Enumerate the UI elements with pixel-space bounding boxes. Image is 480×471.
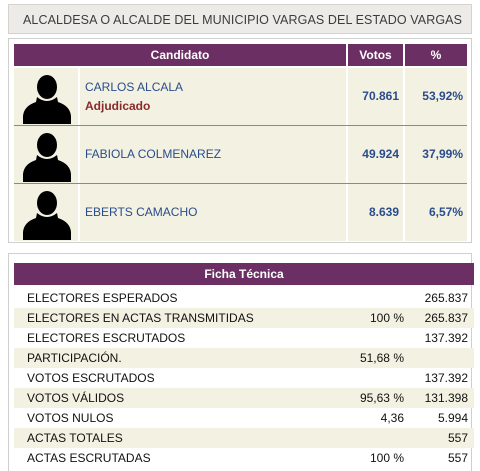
candidate-percent: 6,57%	[428, 205, 463, 219]
ficha-row: ACTAS TOTALES 557	[14, 428, 474, 448]
candidate-name-cell: CARLOS ALCALA Adjudicado	[80, 68, 346, 125]
person-silhouette-icon	[23, 75, 71, 124]
candidate-percent: 37,99%	[422, 147, 463, 161]
ficha-value: 265.837	[424, 291, 468, 305]
ficha-row: PARTICIPACIÓN. 51,68 %	[14, 348, 474, 368]
page-title: ALCALDESA O ALCALDE DEL MUNICIPIO VARGAS…	[23, 13, 463, 27]
ficha-label: ELECTORES EN ACTAS TRANSMITIDAS	[27, 311, 254, 325]
ficha-label: ELECTORES ESPERADOS	[27, 291, 178, 305]
candidate-votes: 49.924	[362, 147, 399, 161]
candidate-name: FABIOLA COLMENAREZ	[85, 147, 222, 161]
ficha-percent: 100 %	[369, 311, 404, 325]
candidate-photo-cell	[14, 184, 78, 241]
ficha-label: ACTAS ESCRUTADAS	[27, 451, 151, 465]
candidate-votes-cell: 70.861	[348, 68, 403, 125]
results-header-row: Candidato Votos %	[14, 44, 467, 66]
ficha-row: VOTOS VÁLIDOS 95,63 % 131.398	[14, 388, 474, 408]
ficha-label: VOTOS VÁLIDOS	[27, 391, 125, 405]
ficha-value: 557	[447, 431, 468, 445]
candidate-votes-cell: 49.924	[348, 126, 403, 183]
candidate-name: EBERTS CAMACHO	[85, 205, 198, 219]
candidate-votes-cell: 8.639	[348, 184, 403, 241]
results-table: Candidato Votos % CARLOS ALCALA Adjudica…	[8, 38, 472, 243]
column-header-votes: Votos	[348, 44, 403, 66]
ficha-label: PARTICIPACIÓN.	[27, 351, 122, 365]
candidate-percent: 53,92%	[422, 89, 463, 103]
ficha-value: 265.837	[424, 311, 468, 325]
candidate-photo-cell	[14, 126, 78, 183]
ficha-percent: 100 %	[369, 451, 404, 465]
ficha-tecnica-table: Ficha Técnica ELECTORES ESPERADOS 265.83…	[8, 253, 474, 471]
ficha-row: VOTOS NULOS 4,36 5.994	[14, 408, 474, 428]
ficha-value: 131.398	[424, 391, 468, 405]
candidate-percent-cell: 37,99%	[405, 126, 467, 183]
candidate-row: EBERTS CAMACHO 8.639 6,57%	[14, 184, 467, 241]
candidate-photo-cell	[14, 68, 78, 125]
ficha-tecnica-title: Ficha Técnica	[14, 263, 474, 285]
ficha-value: 5.994	[437, 411, 468, 425]
candidate-row: FABIOLA COLMENAREZ 49.924 37,99%	[14, 126, 467, 183]
page-title-bar: ALCALDESA O ALCALDE DEL MUNICIPIO VARGAS…	[8, 4, 472, 34]
candidate-row: CARLOS ALCALA Adjudicado 70.861 53,92%	[14, 68, 467, 125]
ficha-percent: 4,36	[380, 411, 404, 425]
row-divider	[14, 183, 467, 184]
candidate-votes: 70.861	[362, 89, 399, 103]
ficha-row: VOTOS ESCRUTADOS 137.392	[14, 368, 474, 388]
row-divider	[14, 125, 467, 126]
ficha-row: ELECTORES EN ACTAS TRANSMITIDAS 100 % 26…	[14, 308, 474, 328]
ficha-label: VOTOS ESCRUTADOS	[27, 371, 155, 385]
column-header-percent: %	[405, 44, 467, 66]
person-silhouette-icon	[23, 133, 71, 182]
ficha-percent: 95,63 %	[359, 391, 404, 405]
candidate-status: Adjudicado	[85, 99, 151, 113]
ficha-percent: 51,68 %	[359, 351, 404, 365]
column-header-candidate: Candidato	[14, 44, 346, 66]
candidate-percent-cell: 53,92%	[405, 68, 467, 125]
ficha-value: 557	[447, 451, 468, 465]
ficha-value: 137.392	[424, 331, 468, 345]
candidate-name-cell: EBERTS CAMACHO	[80, 184, 346, 241]
ficha-value: 137.392	[424, 371, 468, 385]
ficha-label: VOTOS NULOS	[27, 411, 114, 425]
candidate-votes: 8.639	[368, 205, 399, 219]
candidate-percent-cell: 6,57%	[405, 184, 467, 241]
ficha-label: ACTAS TOTALES	[27, 431, 123, 445]
ficha-row: ELECTORES ESPERADOS 265.837	[14, 288, 474, 308]
candidate-name: CARLOS ALCALA	[85, 80, 184, 94]
candidate-name-cell: FABIOLA COLMENAREZ	[80, 126, 346, 183]
ficha-row: ELECTORES ESCRUTADOS 137.392	[14, 328, 474, 348]
person-silhouette-icon	[23, 191, 71, 240]
ficha-label: ELECTORES ESCRUTADOS	[27, 331, 186, 345]
ficha-row: ACTAS ESCRUTADAS 100 % 557	[14, 448, 474, 468]
